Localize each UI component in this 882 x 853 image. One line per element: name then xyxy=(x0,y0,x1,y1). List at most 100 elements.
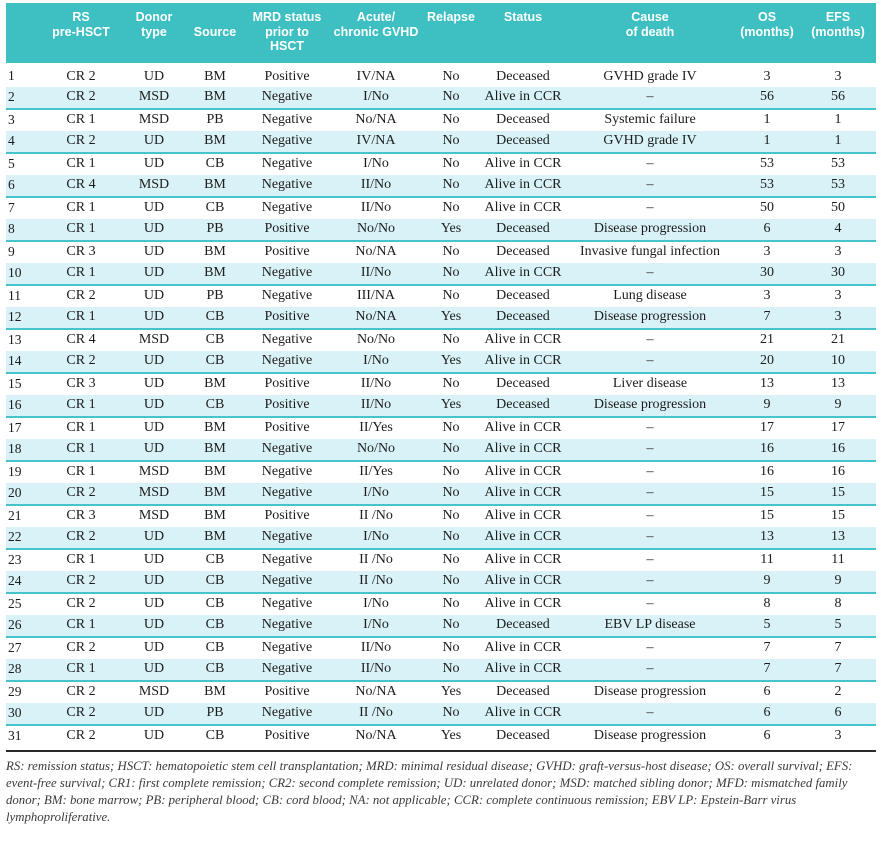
cell-gvhd: No/No xyxy=(330,218,422,242)
cell-relapse: No xyxy=(422,482,480,506)
cell-os: 17 xyxy=(760,420,774,436)
cell-rs: CR 1 xyxy=(66,464,96,480)
cell-os: 50 xyxy=(760,200,774,216)
table-row: 25 CR 2 UD CB Negative I/No No Alive in CCR – 8 8 xyxy=(6,593,876,615)
cell-num: 14 xyxy=(6,350,40,374)
patient-outcomes-table: RS pre-HSCT Donor type Source MRD status… xyxy=(6,3,876,747)
cell-status: Deceased xyxy=(480,218,566,242)
cell-cause: Lung disease xyxy=(613,288,687,304)
cell-source: CB xyxy=(186,350,244,374)
cell-cause: – xyxy=(566,174,734,198)
cell-relapse: No xyxy=(422,570,480,594)
cell-donor: UD xyxy=(143,420,165,436)
cell-mrd: Positive xyxy=(244,218,330,242)
cell-source: BM xyxy=(186,526,244,550)
cell-gvhd: IV/NA xyxy=(356,68,396,84)
cell-status: Alive in CCR xyxy=(484,200,562,216)
cell-os: 53 xyxy=(734,174,800,198)
table-row: 24 CR 2 UD CB Negative II /No No Alive in CCR –9… xyxy=(6,570,876,594)
cell-efs: 3 xyxy=(834,728,842,744)
cell-num: 9 xyxy=(8,243,15,259)
cell-source: BM xyxy=(204,244,226,260)
cell-os: 7 xyxy=(763,640,771,656)
cell-efs: 10 xyxy=(800,350,876,374)
cell-mrd: Positive xyxy=(264,684,310,700)
cell-rs: CR 2 xyxy=(66,288,96,304)
cell-os: 9 xyxy=(734,570,800,594)
cell-relapse: No xyxy=(422,702,480,726)
cell-status: Alive in CCR xyxy=(484,156,562,172)
cell-cause: – xyxy=(566,350,734,374)
cell-source: CB xyxy=(205,640,225,656)
cell-status: Alive in CCR xyxy=(480,438,566,462)
cell-source: PB xyxy=(206,288,224,304)
cell-os: 6 xyxy=(763,684,771,700)
cell-donor: MSD xyxy=(122,86,186,110)
cell-status: Deceased xyxy=(496,728,550,744)
cell-rs: CR 2 xyxy=(40,86,122,110)
cell-mrd: Positive xyxy=(244,306,330,330)
cell-source: BM xyxy=(204,684,226,700)
cell-os: 13 xyxy=(760,376,774,392)
table-row: 10 CR 1 UD BM Negative II/No No Alive in CCR –30… xyxy=(6,262,876,286)
cell-status: Deceased xyxy=(496,684,550,700)
cell-mrd: Negative xyxy=(244,86,330,110)
cell-num: 18 xyxy=(6,438,40,462)
cell-os: 20 xyxy=(734,350,800,374)
table-row: 26 CR 1 UD CB Negative I/No No Deceased EBV LP d… xyxy=(6,614,876,638)
header-row: RS pre-HSCT Donor type Source MRD status… xyxy=(6,3,876,67)
cell-donor: UD xyxy=(122,130,186,154)
table-row: 1 CR 2 UD BM Positive IV/NA No Deceased GVHD gra… xyxy=(6,65,876,87)
table-row: 13 CR 4 MSD CB Negative No/No No Alive in CCR – 2… xyxy=(6,329,876,351)
cell-gvhd: I/No xyxy=(330,350,422,374)
cell-cause: – xyxy=(646,596,654,612)
cell-cause: Disease progression xyxy=(566,306,734,330)
cell-donor: MSD xyxy=(138,684,170,700)
cell-source: CB xyxy=(186,570,244,594)
cell-status: Deceased xyxy=(480,306,566,330)
cell-rs: CR 1 xyxy=(66,112,96,128)
cell-rs: CR 2 xyxy=(66,596,96,612)
cell-num: 19 xyxy=(8,463,22,479)
cell-efs: 2 xyxy=(834,684,842,700)
cell-donor: UD xyxy=(143,68,165,84)
cell-mrd: Negative xyxy=(244,130,330,154)
cell-rs: CR 2 xyxy=(40,482,122,506)
cell-num: 29 xyxy=(8,683,22,699)
cell-cause: – xyxy=(646,552,654,568)
cell-efs: 15 xyxy=(831,508,845,524)
cell-os: 6 xyxy=(763,728,771,744)
table-row: 14 CR 2 UD CB Negative I/No Yes Alive in CCR –20… xyxy=(6,350,876,374)
cell-num: 22 xyxy=(6,526,40,550)
cell-donor: UD xyxy=(143,200,165,216)
cell-source: CB xyxy=(186,306,244,330)
cell-rs: CR 2 xyxy=(40,526,122,550)
abbreviations-footnote: RS: remission status; HSCT: hematopoieti… xyxy=(6,758,853,824)
header-cell-status: Status xyxy=(480,3,566,67)
cell-cause: – xyxy=(566,526,734,550)
cell-gvhd: No/No xyxy=(356,332,396,348)
cell-gvhd: II/No xyxy=(330,394,422,418)
cell-relapse: Yes xyxy=(422,350,480,374)
cell-cause: Disease progression xyxy=(566,218,734,242)
cell-cause: – xyxy=(566,438,734,462)
cell-donor: UD xyxy=(143,288,165,304)
cell-mrd: Negative xyxy=(261,200,313,216)
cell-status: Deceased xyxy=(480,614,566,638)
cell-cause: Disease progression xyxy=(593,684,707,700)
cell-num: 12 xyxy=(6,306,40,330)
cell-num: 13 xyxy=(8,331,22,347)
cell-source: BM xyxy=(186,130,244,154)
cell-cause: – xyxy=(566,702,734,726)
cell-efs: 7 xyxy=(834,640,842,656)
header-cell-efs: EFS (months) xyxy=(800,3,876,67)
cell-relapse: No xyxy=(442,596,460,612)
cell-source: BM xyxy=(186,438,244,462)
cell-efs: 56 xyxy=(800,86,876,110)
cell-rs: CR 2 xyxy=(66,728,96,744)
cell-donor: UD xyxy=(122,262,186,286)
cell-efs: 11 xyxy=(831,552,845,568)
cell-gvhd: I/No xyxy=(363,156,389,172)
table-row: 18 CR 1 UD BM Negative No/No No Alive in CCR –16… xyxy=(6,438,876,462)
table-row: 3 CR 1 MSD PB Negative No/NA No Deceased Systemi… xyxy=(6,109,876,131)
